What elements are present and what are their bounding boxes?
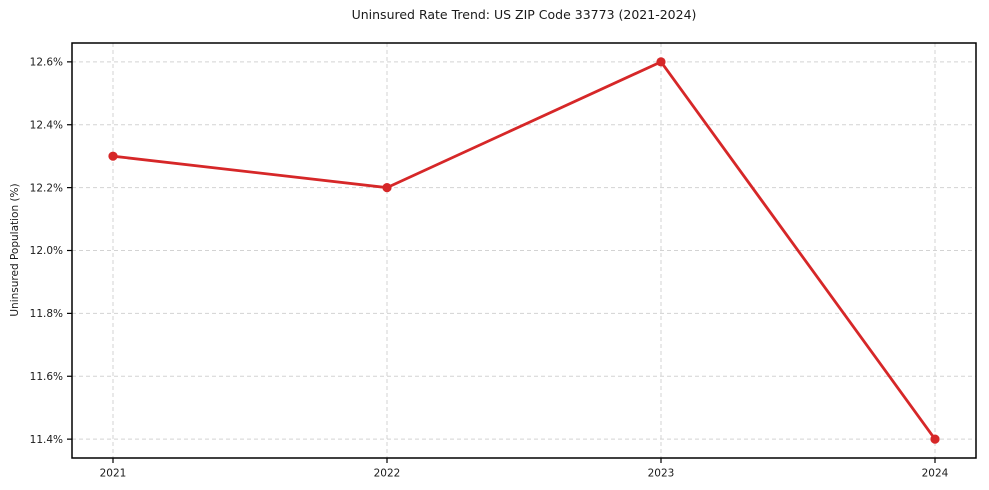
x-tick-label: 2022 <box>374 468 401 480</box>
data-point <box>656 57 666 67</box>
chart-title: Uninsured Rate Trend: US ZIP Code 33773 … <box>351 7 697 22</box>
y-tick-label: 12.4% <box>30 119 63 131</box>
axis-ticks <box>67 61 936 463</box>
x-tick-label: 2024 <box>922 468 949 480</box>
data-point <box>382 183 392 193</box>
trend-line <box>111 60 937 441</box>
data-point <box>108 151 118 161</box>
y-tick-label: 11.6% <box>30 371 63 383</box>
data-point <box>930 434 940 444</box>
y-tick-label: 11.8% <box>30 308 63 320</box>
gridlines <box>72 43 976 458</box>
x-tick-labels: 2021 2022 2023 2024 <box>100 468 949 480</box>
x-tick-label: 2023 <box>648 468 675 480</box>
y-tick-label: 12.6% <box>30 57 63 69</box>
data-series <box>108 57 940 444</box>
y-tick-label: 11.4% <box>30 434 63 446</box>
x-tick-label: 2021 <box>100 468 127 480</box>
y-tick-label: 12.2% <box>30 182 63 194</box>
y-tick-label: 12.0% <box>30 245 63 257</box>
y-axis-label: Uninsured Population (%) <box>9 183 21 317</box>
y-tick-labels: 11.4% 11.6% 11.8% 12.0% 12.2% 12.4% 12.6% <box>30 57 63 446</box>
